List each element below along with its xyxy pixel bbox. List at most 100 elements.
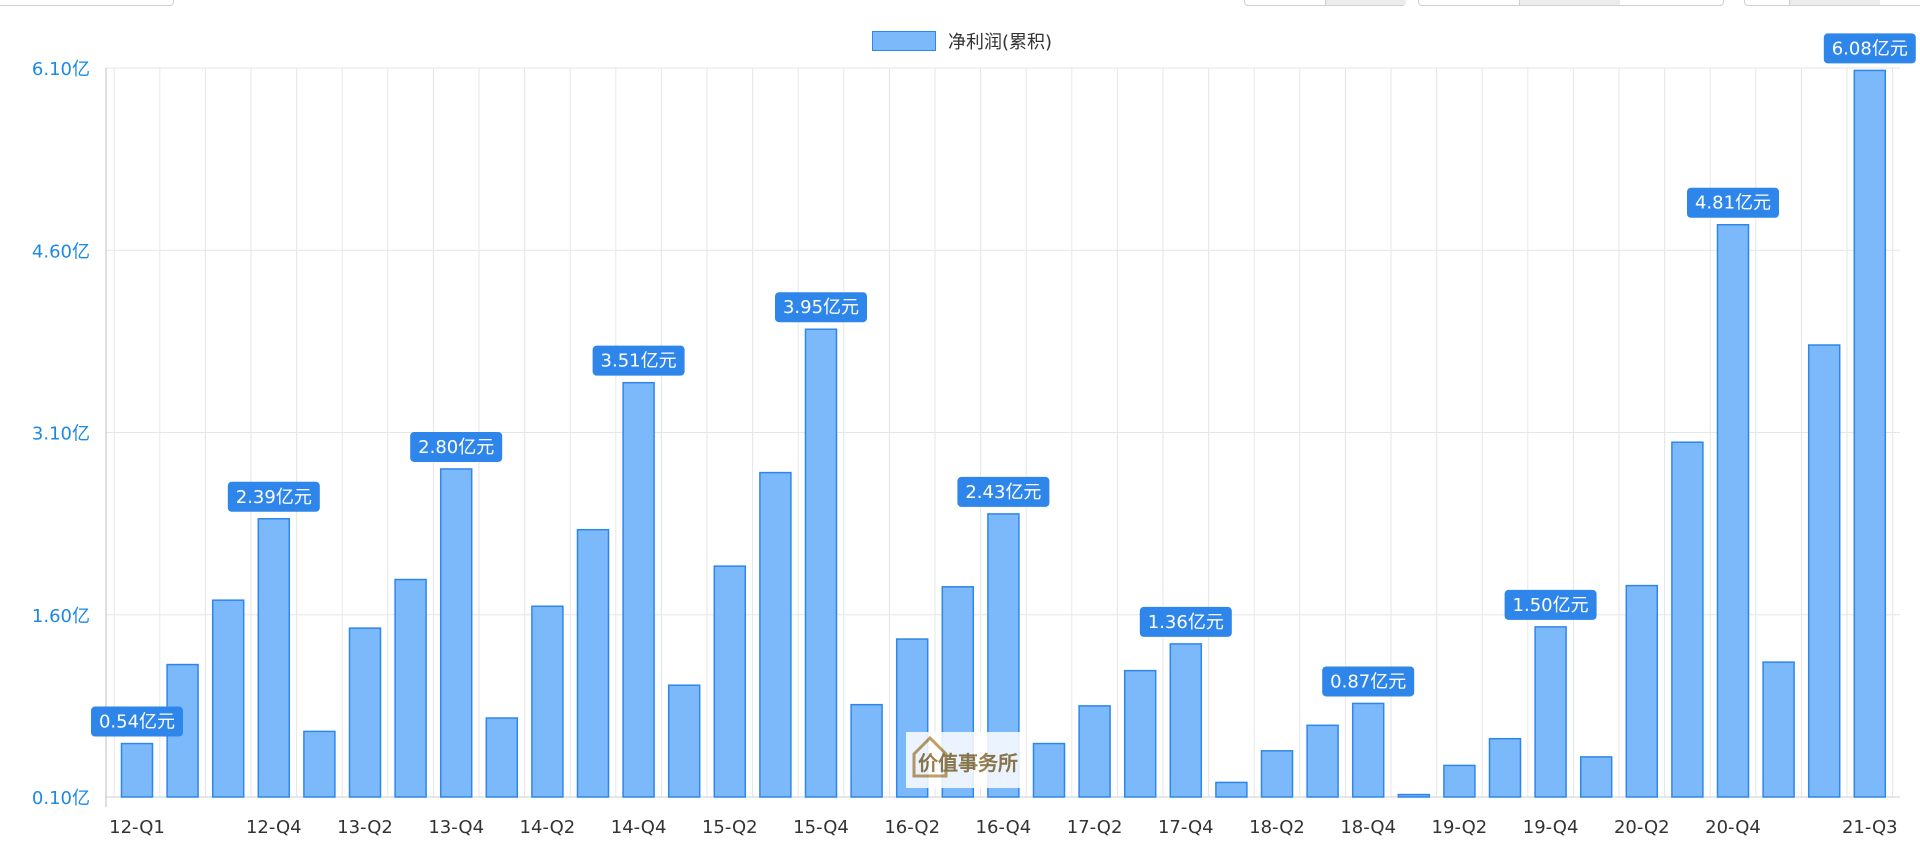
data-label-text: 3.95亿元: [783, 297, 859, 318]
data-label: 6.08亿元: [1823, 33, 1916, 64]
data-label-box: [592, 345, 685, 376]
bar[interactable]: [1169, 643, 1203, 798]
data-label-box: [91, 706, 183, 737]
x-tick-label: 19-Q2: [1432, 817, 1488, 838]
x-tick-label: 13-Q4: [428, 817, 484, 838]
data-label-text: 0.87亿元: [1330, 671, 1406, 692]
bar[interactable]: [804, 328, 838, 798]
x-tick-label: 17-Q4: [1158, 817, 1214, 838]
data-label: 1.36亿元: [1139, 606, 1232, 637]
y-tick-label: 6.10亿: [32, 59, 90, 80]
bar[interactable]: [257, 518, 291, 798]
bar[interactable]: [1123, 669, 1157, 798]
bar[interactable]: [622, 381, 655, 798]
data-label: 2.80亿元: [410, 431, 503, 462]
y-tick-label: 0.10亿: [32, 788, 90, 809]
bar[interactable]: [1443, 764, 1476, 798]
top-right-button-group-1[interactable]: [1244, 0, 1406, 6]
x-tick-label: 16-Q4: [976, 817, 1032, 838]
bar[interactable]: [1853, 69, 1887, 798]
y-tick-label: 3.10亿: [32, 424, 90, 445]
x-tick-label: 16-Q2: [884, 817, 940, 838]
x-tick-label: 13-Q2: [337, 817, 393, 838]
data-label-box: [1322, 666, 1415, 697]
bar[interactable]: [1625, 584, 1659, 798]
x-tick-label: 15-Q2: [702, 817, 758, 838]
data-label-text: 2.39亿元: [236, 487, 312, 508]
data-label: 2.43亿元: [957, 476, 1050, 507]
bar[interactable]: [1671, 441, 1704, 798]
x-tick-label: 17-Q2: [1067, 817, 1123, 838]
bar[interactable]: [713, 565, 747, 798]
legend-swatch: [872, 31, 936, 51]
x-tick-label: 20-Q2: [1614, 817, 1670, 838]
y-tick-label: 1.60亿: [32, 606, 90, 627]
chart-legend[interactable]: 净利润(累积): [872, 28, 1052, 54]
bar[interactable]: [303, 730, 336, 798]
data-label-text: 1.36亿元: [1148, 612, 1224, 633]
bar[interactable]: [1032, 742, 1066, 798]
watermark-logo: 价值事务所: [906, 732, 1022, 788]
legend-label: 净利润(累积): [948, 32, 1053, 53]
watermark-house: [912, 735, 948, 778]
bar[interactable]: [576, 528, 610, 798]
data-label-text: 1.50亿元: [1513, 595, 1589, 616]
bar[interactable]: [1397, 793, 1431, 798]
bar[interactable]: [485, 717, 519, 798]
top-left-selector[interactable]: [0, 0, 174, 6]
bar[interactable]: [531, 605, 564, 798]
x-tick-label: 14-Q4: [611, 817, 667, 838]
data-label-text: 4.81亿元: [1695, 193, 1771, 214]
bar[interactable]: [394, 578, 427, 798]
bar[interactable]: [667, 684, 701, 798]
x-tick-label: 14-Q2: [520, 817, 576, 838]
bar[interactable]: [1579, 756, 1613, 798]
y-tick-label: 4.60亿: [32, 241, 90, 262]
x-tick-label: 12-Q1: [109, 817, 165, 838]
bar[interactable]: [1260, 750, 1294, 798]
bar[interactable]: [1488, 737, 1522, 798]
top-right-button-group-2[interactable]: [1418, 0, 1724, 6]
data-label-box: [1139, 606, 1232, 637]
bar[interactable]: [1215, 781, 1248, 798]
bar[interactable]: [348, 627, 382, 798]
watermark-text: 价值事务所: [918, 751, 1018, 775]
data-label: 2.39亿元: [227, 481, 320, 512]
bar[interactable]: [1078, 705, 1111, 798]
data-label-text: 3.51亿元: [601, 351, 677, 372]
data-label-text: 2.43亿元: [965, 482, 1041, 503]
bar[interactable]: [1351, 702, 1385, 798]
data-label-box: [410, 431, 503, 462]
bars: [120, 69, 1887, 798]
data-label-box: [957, 476, 1050, 507]
x-tick-label: 12-Q4: [246, 817, 302, 838]
x-tick-label: 19-Q4: [1523, 817, 1579, 838]
data-label-box: [1687, 187, 1779, 218]
data-label-box: [1504, 589, 1597, 620]
bar[interactable]: [439, 468, 473, 798]
bar[interactable]: [1807, 344, 1841, 798]
bar[interactable]: [1762, 661, 1795, 798]
data-label: 3.95亿元: [775, 292, 867, 323]
data-label-box: [1823, 33, 1916, 64]
bar[interactable]: [1716, 223, 1750, 798]
bar[interactable]: [1534, 626, 1567, 798]
data-label-text: 6.08亿元: [1832, 38, 1908, 59]
bar[interactable]: [120, 742, 154, 798]
x-tick-label: 18-Q4: [1340, 817, 1396, 838]
data-label: 4.81亿元: [1687, 187, 1779, 218]
bar[interactable]: [211, 599, 245, 798]
bar[interactable]: [850, 703, 883, 798]
top-right-button-group-3[interactable]: [1744, 0, 1920, 6]
data-label: 3.51亿元: [592, 345, 685, 376]
x-tick-label: 20-Q4: [1705, 817, 1761, 838]
bar[interactable]: [1306, 724, 1339, 798]
bar[interactable]: [759, 471, 792, 798]
x-tick-label: 21-Q3: [1842, 817, 1898, 838]
data-label-box: [775, 292, 867, 323]
data-label: 1.50亿元: [1504, 589, 1597, 620]
x-tick-label: 15-Q4: [793, 817, 849, 838]
data-label-box: [227, 481, 320, 512]
data-label-text: 2.80亿元: [418, 437, 494, 458]
data-label: 0.87亿元: [1322, 666, 1415, 697]
